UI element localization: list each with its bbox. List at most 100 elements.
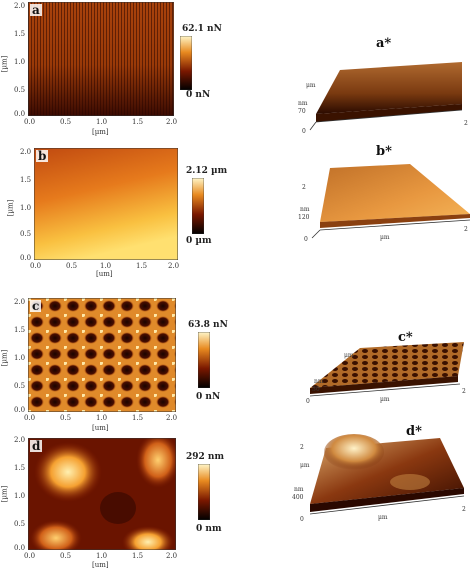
x-tick: 1.5	[132, 118, 144, 126]
axis-name: μm	[306, 82, 316, 89]
z-value: 30	[312, 386, 320, 393]
scale-max-label: 2.12 µm	[186, 166, 228, 176]
y-tick: 2.0	[20, 148, 32, 156]
tick-0: 0	[304, 236, 308, 243]
axis-name: μm	[300, 462, 310, 469]
y-tick: 2.0	[14, 298, 26, 306]
tick-2: 2	[462, 506, 466, 513]
y-axis-label: [µm]	[0, 349, 9, 367]
color-scale-bar-b	[192, 178, 204, 234]
y-tick: 0.5	[14, 520, 26, 528]
tick-2-top: 2	[300, 444, 304, 451]
scale-max-label: 63.8 nN	[188, 320, 228, 330]
y-tick: 0.0	[14, 544, 26, 552]
y-tick: 1.0	[14, 58, 26, 66]
x-tick: 0.5	[60, 552, 72, 560]
x-tick: 2.0	[168, 262, 180, 270]
x-tick: 1.0	[96, 414, 108, 422]
scale-min-label: 0 nm	[196, 524, 222, 534]
color-scale-bar-a	[180, 36, 192, 90]
surface-3d-d	[309, 434, 465, 515]
x-tick: 0.0	[30, 262, 42, 270]
xy-unit: µm	[380, 234, 390, 241]
x-axis-label: [um]	[92, 561, 109, 569]
surface-3d-a	[309, 62, 463, 131]
x-tick: 1.0	[96, 552, 108, 560]
view3d-title: c*	[398, 330, 413, 345]
y-tick: 1.5	[20, 176, 32, 184]
scale-max-label: 292 nm	[186, 452, 224, 462]
z-value: 400	[292, 494, 304, 501]
tick-0: 0	[306, 398, 310, 405]
view3d-title: d*	[406, 424, 422, 439]
y-axis-label: [µm]	[6, 199, 15, 217]
z-value: 70	[298, 108, 306, 115]
y-tick: 0.5	[20, 230, 32, 238]
y-tick: 0.0	[14, 110, 26, 118]
axis-name: 2	[302, 184, 306, 191]
x-tick: 0.5	[60, 118, 72, 126]
xy-unit: µm	[378, 514, 388, 521]
tick-2: 2	[464, 226, 468, 233]
x-tick: 0.5	[60, 414, 72, 422]
x-tick: 1.5	[132, 414, 144, 422]
afm-map-a	[28, 2, 174, 116]
tick-0: 0	[300, 516, 304, 523]
color-scale-bar-d	[198, 464, 210, 520]
afm-map-d	[28, 438, 176, 550]
y-tick: 0.5	[14, 382, 26, 390]
tick-2: 2	[464, 120, 468, 127]
panel-letter-c: c	[30, 299, 42, 313]
view3d-title: a*	[376, 36, 392, 51]
z-value: 120	[298, 214, 310, 221]
y-tick: 0.0	[14, 406, 26, 414]
x-tick: 2.0	[166, 118, 178, 126]
x-axis-label: [um]	[92, 424, 109, 432]
panel-letter-a: a	[30, 3, 42, 17]
x-axis-label: [µm]	[92, 128, 109, 136]
y-axis-label: [µm]	[0, 485, 9, 503]
axis-name: μm	[344, 352, 354, 359]
z-unit: nm	[294, 486, 304, 493]
y-tick: 1.0	[14, 492, 26, 500]
y-tick: 1.0	[14, 354, 26, 362]
x-tick: 2.0	[166, 414, 178, 422]
z-unit: nm	[298, 100, 308, 107]
tick-0: 0	[302, 128, 306, 135]
afm-map-b	[34, 148, 178, 260]
x-tick: 1.0	[100, 262, 112, 270]
tick-2: 2	[462, 388, 466, 395]
xy-unit: µm	[380, 396, 390, 403]
x-tick: 0.0	[24, 552, 36, 560]
y-tick: 1.5	[14, 464, 26, 472]
view3d-title: b*	[376, 144, 392, 159]
z-unit: nm	[314, 378, 324, 385]
x-tick: 2.0	[166, 552, 178, 560]
y-tick: 0.5	[14, 86, 26, 94]
panel-letter-d: d	[30, 439, 43, 453]
y-tick: 1.5	[14, 326, 26, 334]
scale-min-label: 0 µm	[186, 236, 212, 246]
afm-map-c	[28, 298, 176, 412]
x-axis-label: [um]	[96, 270, 113, 278]
scale-min-label: 0 nN	[196, 392, 221, 402]
y-tick: 2.0	[14, 2, 26, 10]
panel-letter-b: b	[36, 149, 49, 163]
x-tick: 0.0	[24, 118, 36, 126]
x-tick: 1.5	[136, 262, 148, 270]
y-tick: 1.5	[14, 30, 26, 38]
color-scale-bar-c	[198, 332, 210, 388]
x-tick: 0.5	[66, 262, 78, 270]
x-tick: 0.0	[24, 414, 36, 422]
scale-min-label: 0 nN	[186, 90, 211, 100]
x-tick: 1.0	[96, 118, 108, 126]
y-tick: 2.0	[14, 436, 26, 444]
surface-3d-c	[309, 342, 464, 397]
z-unit: nm	[300, 206, 310, 213]
y-tick: 1.0	[20, 204, 32, 212]
x-tick: 1.5	[132, 552, 144, 560]
scale-max-label: 62.1 nN	[182, 24, 222, 34]
y-axis-label: [µm]	[0, 55, 9, 73]
surface-3d-b	[311, 164, 470, 239]
y-tick: 0.0	[20, 254, 32, 262]
